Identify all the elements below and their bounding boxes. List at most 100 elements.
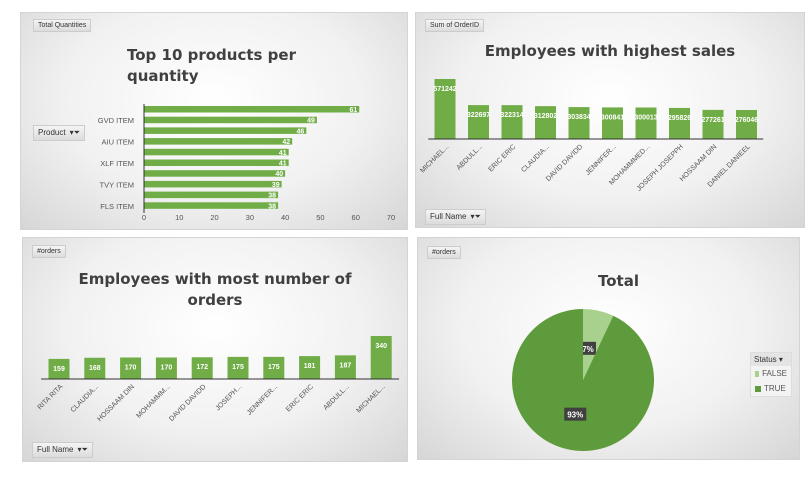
bar: [144, 106, 360, 113]
data-label: 46: [297, 128, 305, 135]
bar: [144, 180, 282, 188]
title-line: orders: [187, 291, 243, 309]
category-label: TVY ITEM: [100, 180, 134, 189]
plot-area: 61 49 GVD ITEM 46 42 AIU ITEM 41 41 XLF ITEM 40 39…: [98, 104, 395, 222]
category-label: DAVID DAVIDD: [545, 143, 584, 182]
category-label: ERIC ERIC: [487, 143, 517, 173]
title-line: quantity: [127, 67, 199, 85]
bar: [263, 356, 285, 379]
data-label: 39: [272, 182, 280, 189]
bar: [434, 79, 456, 139]
x-tick-label: 30: [246, 213, 254, 222]
category-label: RITA RITA: [37, 383, 65, 411]
bar: [370, 336, 392, 379]
data-label: 38: [268, 203, 276, 210]
data-label: 187: [340, 362, 352, 369]
pie-slice-true: [512, 309, 654, 451]
x-tick-label: 50: [316, 213, 324, 222]
data-label: 49: [307, 118, 315, 125]
bar: [155, 357, 177, 379]
category-label: HOSSAAM DIN: [96, 383, 136, 423]
data-label: 295826: [668, 115, 691, 122]
plot-area: 571242 MICHAEL... 322697 ABDULL... 322314 ERI…: [419, 79, 764, 193]
chart-title: Top 10 products per quantity: [127, 45, 296, 87]
legend-item-false[interactable]: FALSE: [751, 366, 791, 381]
bar: [144, 202, 279, 209]
field-tag[interactable]: #orders: [32, 245, 66, 258]
category-label: FLS ITEM: [100, 202, 134, 211]
bar: [702, 109, 724, 139]
category-label: JENNIFER...: [246, 383, 279, 416]
data-label: 303834: [567, 114, 590, 121]
x-tick-label: 70: [387, 213, 395, 222]
category-label: GVD ITEM: [98, 116, 134, 125]
field-tag[interactable]: Total Quantities: [33, 19, 92, 32]
data-label: 61: [349, 107, 357, 114]
bar: [144, 138, 293, 145]
title-line: Employees with highest sales: [484, 42, 736, 60]
data-label: 300013: [634, 114, 657, 121]
bar: [144, 127, 307, 134]
category-label: CLAUDIA...: [70, 383, 101, 414]
field-tag[interactable]: #orders: [427, 246, 461, 259]
category-label: MICHAEL...: [356, 383, 387, 414]
category-label: ABDULL...: [456, 143, 484, 171]
pie-area: 7% 93%: [512, 309, 654, 451]
data-label: 277261: [701, 117, 724, 124]
bar: [144, 159, 289, 166]
title-line: Total: [598, 272, 639, 290]
bar: [120, 357, 142, 379]
category-label: DAVID DAVIDD: [168, 383, 207, 422]
bar: [334, 355, 356, 379]
bar: [635, 107, 657, 139]
bar: [144, 191, 279, 199]
data-label: 312802: [534, 113, 557, 120]
chart-title: Employees with highest sales: [416, 41, 804, 62]
bar: [48, 358, 70, 379]
x-tick-label: 40: [281, 213, 289, 222]
filter-label: Full Name: [37, 445, 74, 454]
legend: Status ▾ FALSE TRUE: [750, 352, 792, 397]
bar: [468, 105, 489, 139]
data-label: 322314: [500, 112, 523, 119]
category-label: JOSEPH...: [215, 383, 244, 412]
full-name-filter-button[interactable]: Full Name ▾⏷: [32, 442, 93, 458]
filter-icon: ▾⏷: [69, 128, 80, 137]
bar: [568, 107, 590, 139]
data-label: 170: [125, 365, 137, 372]
field-tag[interactable]: Sum of OrderID: [425, 19, 485, 32]
data-label-box: [564, 407, 587, 421]
data-label: 175: [268, 364, 280, 371]
bar: [299, 356, 321, 379]
data-label: 276046: [735, 117, 758, 124]
x-tick-label: 60: [352, 213, 360, 222]
legend-item-true[interactable]: TRUE: [751, 381, 791, 396]
data-label: 571242: [433, 86, 456, 93]
data-label: 322697: [467, 112, 490, 119]
bar: [191, 357, 213, 379]
product-filter-button[interactable]: Product ▾⏷: [33, 125, 85, 141]
filter-icon: ▾⏷: [470, 212, 481, 221]
bar: [144, 148, 289, 156]
full-name-filter-button[interactable]: Full Name ▾⏷: [425, 209, 486, 225]
bar: [669, 107, 690, 139]
top-products-chart: Total Quantities Top 10 products per qua…: [20, 12, 408, 230]
legend-status-filter[interactable]: Status ▾: [751, 353, 791, 366]
category-label: XLF ITEM: [100, 159, 134, 168]
pie-slice-false: [583, 309, 614, 380]
title-line: Employees with most number of: [78, 270, 352, 288]
bar: [144, 170, 286, 177]
most-orders-chart: #orders Employees with most number of or…: [22, 237, 408, 462]
data-label: 42: [282, 139, 290, 146]
category-label: MICHAEL...: [419, 143, 450, 174]
bar: [535, 106, 556, 139]
data-label: 172: [196, 364, 208, 371]
filter-label: Product: [38, 128, 66, 137]
category-label: CLAUDIA...: [520, 143, 551, 174]
category-label: MOHAMMM...: [136, 383, 172, 419]
data-label: 175: [232, 364, 244, 371]
data-label: 300841: [601, 114, 624, 121]
data-label: 41: [279, 150, 287, 157]
bar: [144, 116, 317, 124]
filter-label: Full Name: [430, 212, 467, 221]
